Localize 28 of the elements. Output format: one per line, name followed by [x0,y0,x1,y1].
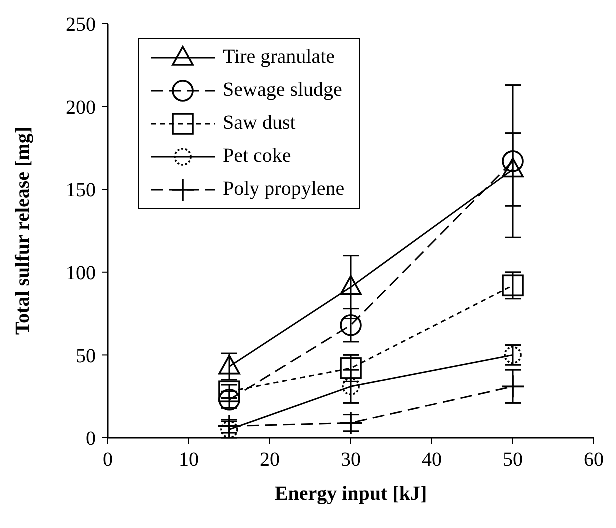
y-tick-label: 50 [76,345,96,368]
legend-label: Poly propylene [223,178,345,201]
x-tick-label: 40 [422,449,442,472]
y-axis-title: Total sulfur release [mg] [12,127,34,335]
point [340,358,362,380]
point [342,378,360,396]
x-tick-label: 60 [584,449,604,472]
point [218,415,240,438]
y-tick-label: 250 [66,14,96,36]
x-axis-title: Energy input [kJ] [274,483,428,505]
x-tick-label: 10 [179,449,199,472]
legend-label: Saw dust [223,112,296,135]
legend-label: Sewage sludge [223,79,342,102]
point [340,314,362,336]
x-tick-label: 30 [341,449,361,472]
point [218,380,240,403]
x-tick-label: 20 [260,449,280,472]
point [502,376,524,398]
y-tick-label: 0 [86,428,96,450]
y-tick-label: 100 [66,262,96,284]
y-tick-label: 200 [66,96,96,119]
x-tick-label: 50 [503,449,523,472]
y-tick-label: 150 [66,180,96,202]
x-tick-label: 0 [103,449,113,472]
legend-label: Pet coke [223,145,292,168]
legend-label: Tire granulate [223,46,336,69]
point [502,150,524,172]
point [502,274,524,297]
